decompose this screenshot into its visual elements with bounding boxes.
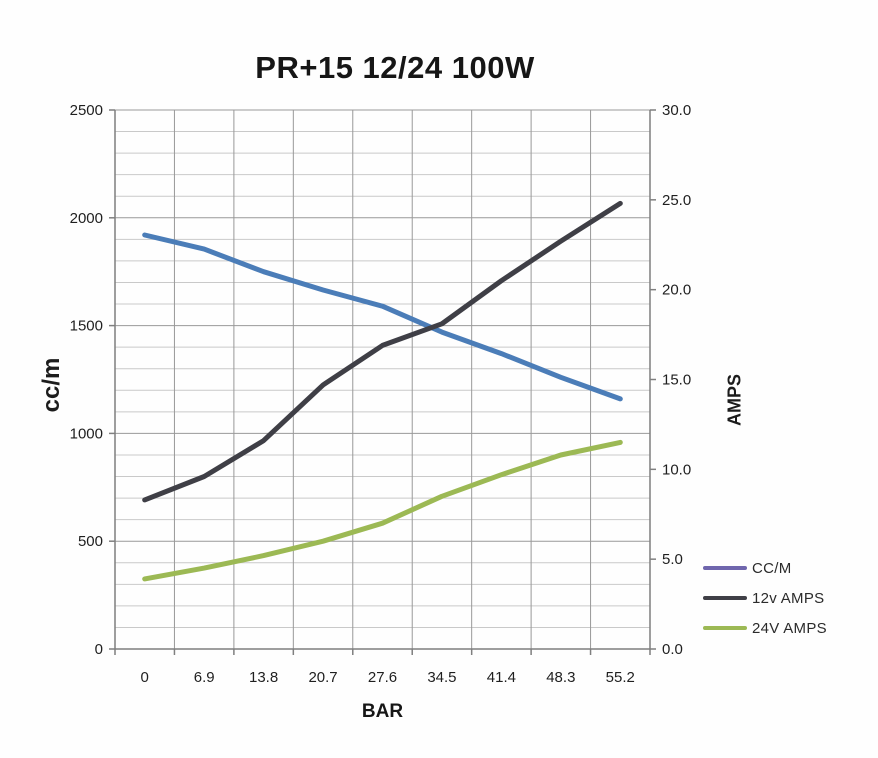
series-line-cc-m xyxy=(142,232,623,402)
x-axis-tick-label: 20.7 xyxy=(308,669,337,686)
legend-swatch-12v-line-icon xyxy=(703,596,747,600)
series-line-24v-amps xyxy=(142,439,623,582)
legend: CC/M 12v AMPS 24V AMPS xyxy=(703,553,827,643)
left-axis-tick-label: 1000 xyxy=(70,425,103,442)
right-axis-tick-label: 25.0 xyxy=(662,192,691,209)
legend-label-12v-amps: 12v AMPS xyxy=(752,589,825,607)
left-axis-tick-label: 2500 xyxy=(70,102,103,119)
x-axis-tick-label: 0 xyxy=(141,669,149,686)
left-axis-tick-label: 2000 xyxy=(70,210,103,227)
x-axis-tick-label: 13.8 xyxy=(249,669,278,686)
left-axis-tick-label: 1500 xyxy=(70,318,103,335)
left-axis-tick-label: 500 xyxy=(78,533,103,550)
chart-title: PR+15 12/24 100W xyxy=(255,50,535,85)
legend-item-ccm: CC/M xyxy=(703,553,827,583)
right-axis-tick-label: 20.0 xyxy=(662,282,691,299)
legend-item-24v-amps: 24V AMPS xyxy=(703,613,827,643)
legend-swatch-ccm-line-icon xyxy=(703,566,747,570)
legend-label-ccm: CC/M xyxy=(752,559,792,577)
series-line-12v-amps xyxy=(142,200,623,503)
legend-item-12v-amps: 12v AMPS xyxy=(703,583,827,613)
right-axis-tick-label: 30.0 xyxy=(662,102,691,119)
right-axis-tick-label: 0.0 xyxy=(662,641,683,658)
x-axis-tick-label: 27.6 xyxy=(368,669,397,686)
left-axis-tick-label: 0 xyxy=(95,641,103,658)
right-axis-tick-label: 5.0 xyxy=(662,551,683,568)
x-axis-tick-label: 41.4 xyxy=(487,669,516,686)
left-axis-title: cc/m xyxy=(38,357,65,413)
right-axis-tick-label: 15.0 xyxy=(662,372,691,389)
right-axis-tick-label: 10.0 xyxy=(662,461,691,478)
right-axis-title: AMPS xyxy=(724,373,745,427)
x-axis-tick-label: 48.3 xyxy=(546,669,575,686)
x-axis-tick-label: 6.9 xyxy=(194,669,215,686)
legend-label-24v-amps: 24V AMPS xyxy=(752,619,827,637)
x-axis-tick-label: 34.5 xyxy=(427,669,456,686)
x-axis-title: BAR xyxy=(361,701,404,722)
legend-swatch-24v-line-icon xyxy=(703,626,747,630)
x-axis-tick-label: 55.2 xyxy=(606,669,635,686)
